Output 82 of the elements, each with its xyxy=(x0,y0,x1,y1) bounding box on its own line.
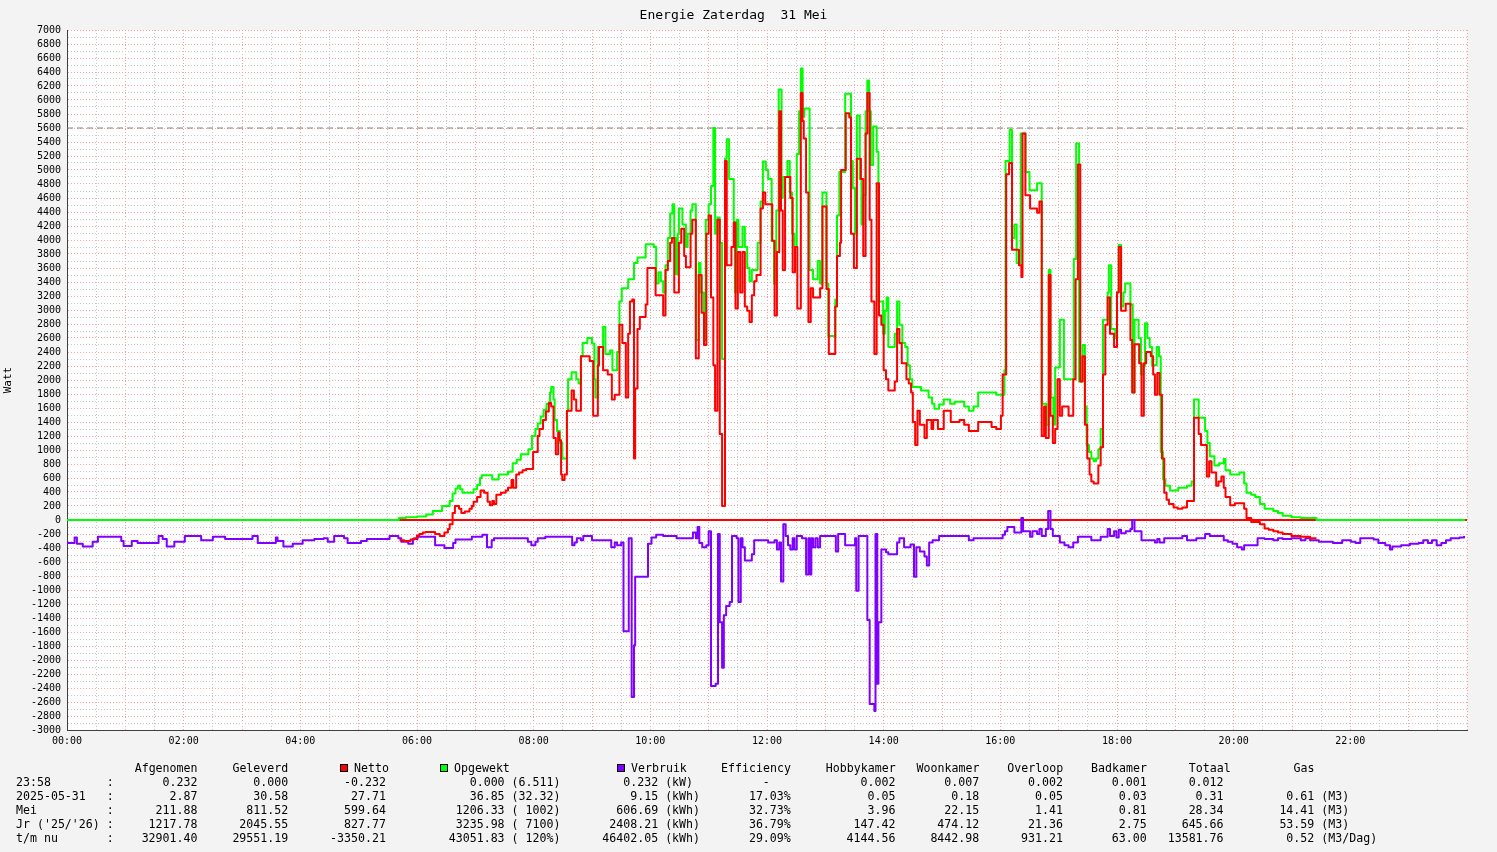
y-tick-label: -1800 xyxy=(30,639,61,651)
y-tick-label: 2400 xyxy=(36,345,61,357)
legend-label: Opgewekt xyxy=(454,761,510,775)
y-tick-label: -1600 xyxy=(30,625,61,637)
y-tick-label: 200 xyxy=(42,499,61,511)
y-tick-label: -1200 xyxy=(30,597,61,609)
text: Jr ('25/'26) : 1217.78 2045.55 827.77 3235.98 ( 7100) 2408.21 (kWh) 36.79% 147.42 474.12 21.36 2.75 645.66 53.59 (M3) xyxy=(16,817,1350,831)
text: 2025-05-31 : 2.87 30.58 27.71 36.85 (32.32) 9.15 (kWh) 17.03% 0.05 0.18 0.05 0.03 0.31 0.61 (M3) xyxy=(16,789,1350,803)
x-tick-label: 14:00 xyxy=(868,734,899,746)
y-tick-label: 4000 xyxy=(36,233,61,245)
y-tick-label: 6600 xyxy=(36,51,61,63)
y-axis-title: Watt xyxy=(1,366,15,394)
chart-title: Energie Zaterdag 31 Mei xyxy=(639,7,828,23)
y-tick-label: -600 xyxy=(36,555,61,567)
y-tick-label: 2000 xyxy=(36,373,61,385)
text: Efficiency xyxy=(721,761,791,775)
y-tick-label: 600 xyxy=(42,471,61,483)
y-tick-label: 4600 xyxy=(36,191,61,203)
y-tick-label: 1400 xyxy=(36,415,61,427)
y-tick-label: -800 xyxy=(36,569,61,581)
y-tick-label: -200 xyxy=(36,527,61,539)
text: Geleverd xyxy=(232,761,289,775)
y-tick-label: 5000 xyxy=(36,163,61,175)
y-tick-label: 3200 xyxy=(36,289,61,301)
text: Badkamer xyxy=(1091,761,1147,775)
y-tick-label: 5800 xyxy=(36,107,61,119)
y-tick-label: 6800 xyxy=(36,37,61,49)
x-tick-label: 02:00 xyxy=(168,734,199,746)
y-tick-label: -1000 xyxy=(30,583,61,595)
y-tick-label: 1600 xyxy=(36,401,61,413)
legend-label: Netto xyxy=(354,761,389,775)
y-tick-label: -2600 xyxy=(30,695,61,707)
y-tick-label: -2400 xyxy=(30,681,61,693)
x-tick-label: 12:00 xyxy=(751,734,783,746)
x-tick-label: 08:00 xyxy=(518,734,549,746)
y-tick-label: -400 xyxy=(36,541,61,553)
y-tick-label: 5600 xyxy=(36,121,61,133)
text: Hobbykamer xyxy=(825,761,896,775)
y-tick-label: 6400 xyxy=(36,65,61,77)
y-tick-label: -2200 xyxy=(30,667,61,679)
y-tick-label: 0 xyxy=(54,513,61,525)
text: Gas xyxy=(1293,761,1315,775)
x-tick-label: 16:00 xyxy=(985,734,1016,746)
text: t/m nu : 32901.40 29551.19 -3350.21 43051.83 ( 120%) 46402.05 (kWh) 29.09% 4144.56 8442.98 931.21 63.00 13581.76 0.52 (M3/Dag) xyxy=(16,831,1378,845)
y-tick-label: 7000 xyxy=(36,23,61,35)
x-tick-label: 00:00 xyxy=(51,734,83,746)
y-tick-label: 5200 xyxy=(36,149,61,161)
x-tick-label: 18:00 xyxy=(1101,734,1133,746)
y-tick-label: 3800 xyxy=(36,247,61,259)
text: Woonkamer xyxy=(916,761,980,775)
y-tick-label: 3600 xyxy=(36,261,61,273)
y-tick-label: 1000 xyxy=(36,443,61,455)
text: Mei : 211.88 811.52 599.64 1206.33 ( 1002) 606.69 (kWh) 32.73% 3.96 22.15 1.41 0.81 28.34 14.41 (M3) xyxy=(16,803,1350,817)
y-tick-label: 1200 xyxy=(36,429,61,441)
y-tick-label: 4200 xyxy=(36,219,61,231)
y-tick-label: 800 xyxy=(42,457,61,469)
x-tick-label: 20:00 xyxy=(1218,734,1249,746)
legend-label: Verbruik xyxy=(631,761,687,775)
text: Afgenomen xyxy=(134,761,198,775)
y-tick-label: 5400 xyxy=(36,135,61,147)
x-tick-label: 10:00 xyxy=(635,734,666,746)
y-tick-label: -3000 xyxy=(30,723,61,735)
y-tick-label: 1800 xyxy=(36,387,61,399)
y-tick-label: 2800 xyxy=(36,317,61,329)
x-tick-label: 04:00 xyxy=(285,734,316,746)
y-tick-label: 3000 xyxy=(36,303,61,315)
x-tick-label: 06:00 xyxy=(401,734,433,746)
y-tick-label: 6200 xyxy=(36,79,61,91)
y-tick-label: 3400 xyxy=(36,275,61,287)
y-tick-label: 6000 xyxy=(36,93,61,105)
y-tick-label: 2600 xyxy=(36,331,61,343)
y-tick-label: 2200 xyxy=(36,359,61,371)
y-tick-label: -2800 xyxy=(30,709,61,721)
y-tick-label: -1400 xyxy=(30,611,61,623)
y-tick-label: 4400 xyxy=(36,205,61,217)
text: Overloop xyxy=(1007,761,1064,775)
y-tick-label: -2000 xyxy=(30,653,61,665)
x-tick-label: 22:00 xyxy=(1335,734,1366,746)
text: 23:58 : 0.232 0.000 -0.232 0.000 (6.511) 0.232 (kW) - 0.002 0.007 0.002 0.001 0.012 xyxy=(16,775,1224,789)
y-tick-label: 4800 xyxy=(36,177,61,189)
y-tick-label: 400 xyxy=(42,485,61,497)
text: Totaal xyxy=(1188,761,1231,775)
